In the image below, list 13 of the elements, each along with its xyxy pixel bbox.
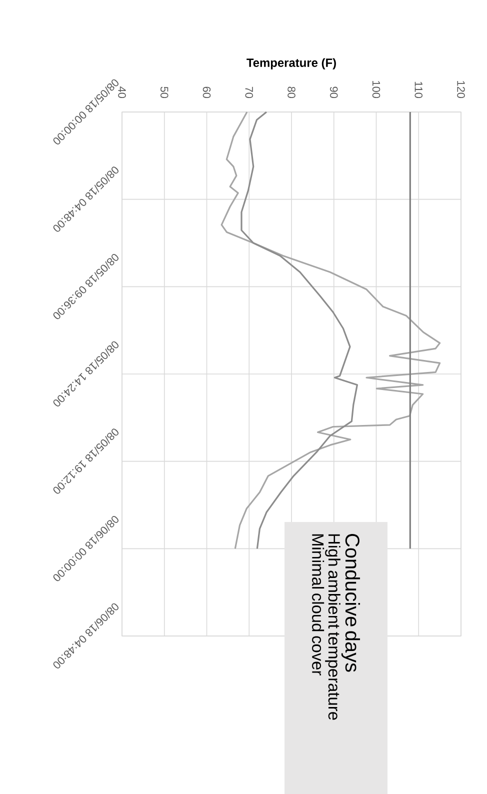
x-tick-label: 90: [330, 86, 338, 98]
x-tick-label: 40: [118, 86, 126, 98]
x-tick-label: 70: [245, 86, 253, 98]
annotation: High ambient temperature: [325, 534, 340, 720]
x-tick-label: 120: [457, 81, 465, 98]
x-tick-label: 80: [288, 86, 296, 98]
x-axis-title: Temperature (F): [246, 58, 336, 70]
x-tick-label: 110: [414, 82, 422, 98]
annotation: Conducive days: [341, 534, 360, 672]
x-tick-label: 50: [160, 86, 168, 98]
x-tick-label: 100: [372, 81, 380, 98]
annotation: Minimal cloud cover: [312, 534, 324, 676]
x-tick-label: 60: [202, 86, 211, 98]
